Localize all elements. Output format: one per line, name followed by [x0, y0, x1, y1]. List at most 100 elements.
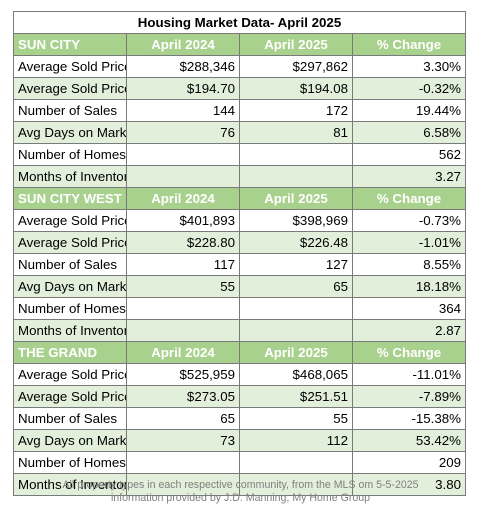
value-percent-change: 3.27	[352, 165, 466, 188]
metric-label: Months of Inventory for sale	[13, 319, 127, 342]
table-row: Average Sold Price Per SqFt$273.05$251.5…	[13, 385, 466, 408]
table-row: Avg Days on Market 73 112 53.42%	[13, 429, 466, 452]
column-header-april-2025: April 2025	[239, 341, 353, 364]
value-percent-change: 6.58%	[352, 121, 466, 144]
metric-label: Average Sold Price Per SqFt	[13, 231, 127, 254]
value-april-2025	[239, 319, 353, 342]
value-percent-change: -15.38%	[352, 407, 466, 430]
metric-label: Number of Sales	[13, 407, 127, 430]
column-header-percent-change: % Change	[352, 187, 466, 210]
value-april-2024: $288,346	[126, 55, 240, 78]
value-april-2025	[239, 297, 353, 320]
value-percent-change: 209	[352, 451, 466, 474]
value-april-2024	[126, 451, 240, 474]
section-name: SUN CITY WEST	[13, 187, 127, 210]
table-row: Avg Days on Market 55 65 18.18%	[13, 275, 466, 298]
value-april-2024: $401,893	[126, 209, 240, 232]
value-april-2024	[126, 473, 240, 496]
value-april-2025: $468,065	[239, 363, 353, 386]
metric-label: Number of Homes for sale now	[13, 297, 127, 320]
value-percent-change: 53.42%	[352, 429, 466, 452]
table-row: Months of Inventory for sale 3.27	[13, 165, 466, 188]
value-april-2024: 76	[126, 121, 240, 144]
value-april-2024: $194.70	[126, 77, 240, 100]
value-percent-change: -1.01%	[352, 231, 466, 254]
metric-label: Average Sold Price	[13, 363, 127, 386]
value-percent-change: -0.32%	[352, 77, 466, 100]
table-row: Average Sold Price $401,893 $398,969 -0.73%	[13, 209, 466, 232]
value-april-2025	[239, 451, 353, 474]
table-row: Number of Homes for sale now 364	[13, 297, 466, 320]
table-title: Housing Market Data- April 2025	[13, 11, 466, 34]
value-april-2025	[239, 143, 353, 166]
table-row: Avg Days on Market 76 81 6.58%	[13, 121, 466, 144]
value-percent-change: 8.55%	[352, 253, 466, 276]
value-april-2024: 117	[126, 253, 240, 276]
column-header-percent-change: % Change	[352, 341, 466, 364]
credit-note: information provided by J.D. Manning, My…	[110, 492, 371, 504]
value-april-2024: $228.80	[126, 231, 240, 254]
table-row: Average Sold Price $288,346 $297,862 3.30%	[13, 55, 466, 78]
metric-label: Months of Inventory for sale	[13, 165, 127, 188]
value-april-2025	[239, 165, 353, 188]
value-april-2024: 73	[126, 429, 240, 452]
table-row: Number of Sales 144 172 19.44%	[13, 99, 466, 122]
metric-label: Average Sold Price	[13, 55, 127, 78]
metric-label: Number of Sales	[13, 99, 127, 122]
value-april-2025: 112	[239, 429, 353, 452]
value-percent-change: 364	[352, 297, 466, 320]
table-row: Number of Sales 117 127 8.55%	[13, 253, 466, 276]
value-april-2025: $297,862	[239, 55, 353, 78]
value-april-2025: 81	[239, 121, 353, 144]
section-name: SUN CITY	[13, 33, 127, 56]
metric-label: Average Sold Price Per SqFt	[13, 385, 127, 408]
value-april-2024: 65	[126, 407, 240, 430]
source-note: All property types in each respective co…	[62, 479, 419, 491]
value-april-2024	[126, 165, 240, 188]
metric-label: Number of Homes for sale now	[13, 143, 127, 166]
value-percent-change: -0.73%	[352, 209, 466, 232]
value-april-2025	[239, 473, 353, 496]
metric-label: Average Sold Price	[13, 209, 127, 232]
value-april-2025: $251.51	[239, 385, 353, 408]
value-april-2025: 127	[239, 253, 353, 276]
value-april-2024	[126, 297, 240, 320]
value-percent-change: 3.80	[352, 473, 466, 496]
value-april-2025: $226.48	[239, 231, 353, 254]
value-percent-change: 3.30%	[352, 55, 466, 78]
column-header-april-2024: April 2024	[126, 187, 240, 210]
section-name: THE GRAND	[13, 341, 127, 364]
column-header-april-2024: April 2024	[126, 33, 240, 56]
value-april-2025: $194.08	[239, 77, 353, 100]
metric-label: Avg Days on Market	[13, 275, 127, 298]
value-april-2025: 172	[239, 99, 353, 122]
section-header-sun-city-west: SUN CITY WEST April 2024 April 2025% Chang…	[13, 187, 466, 210]
column-header-april-2025: April 2025	[239, 187, 353, 210]
value-april-2024: $525,959	[126, 363, 240, 386]
column-header-april-2024: April 2024	[126, 341, 240, 364]
value-percent-change: 562	[352, 143, 466, 166]
value-percent-change: -7.89%	[352, 385, 466, 408]
section-header-sun-city: SUN CITY April 2024 April 2025% Change	[13, 33, 466, 56]
value-april-2024	[126, 143, 240, 166]
value-percent-change: 2.87	[352, 319, 466, 342]
table-row: Average Sold Price Per SqFt$228.80$226.4…	[13, 231, 466, 254]
housing-market-table: Housing Market Data- April 2025 SUN CITY…	[13, 11, 466, 496]
metric-label: Number of Sales	[13, 253, 127, 276]
metric-label: Number of Homes for sale now	[13, 451, 127, 474]
table-row: Months of Inventory for sale 2.87	[13, 319, 466, 342]
section-header-the-grand: THE GRAND April 2024 April 2025% Change	[13, 341, 466, 364]
value-april-2025: $398,969	[239, 209, 353, 232]
table-row: Number of Homes for sale now 209	[13, 451, 466, 474]
value-april-2025: 55	[239, 407, 353, 430]
value-april-2025: 65	[239, 275, 353, 298]
metric-label: Average Sold Price Per SqFt	[13, 77, 127, 100]
table-row: Months of Inventory for sale 3.80	[13, 473, 466, 496]
value-april-2024	[126, 319, 240, 342]
metric-label: Avg Days on Market	[13, 121, 127, 144]
value-april-2024: 55	[126, 275, 240, 298]
table-row: Average Sold Price Per SqFt$194.70$194.0…	[13, 77, 466, 100]
table-row: Number of Sales 65 55 -15.38%	[13, 407, 466, 430]
title-row: Housing Market Data- April 2025	[13, 11, 466, 34]
value-percent-change: 18.18%	[352, 275, 466, 298]
